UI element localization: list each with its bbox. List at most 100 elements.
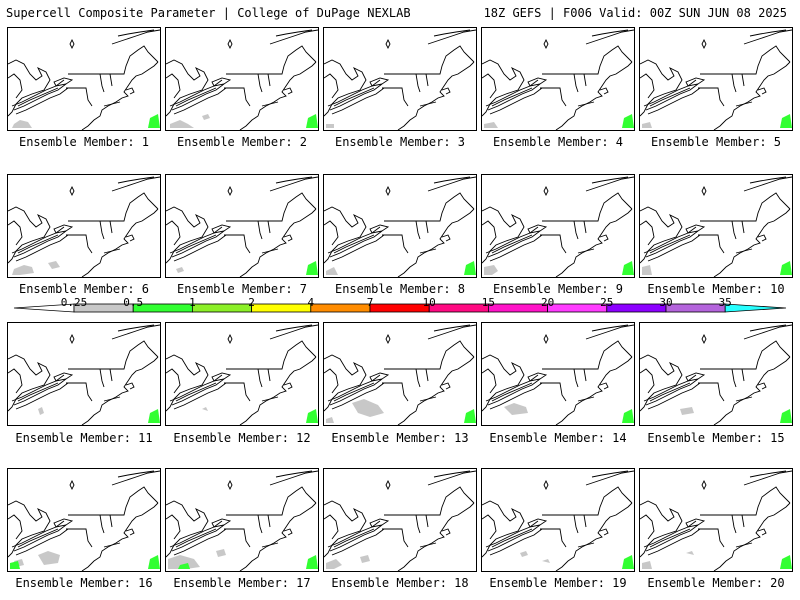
map-boundary-line [111,470,160,486]
map-boundary-line [15,528,69,556]
map-boundary-line [81,502,159,571]
map-svg [482,176,634,277]
map-boundary-line [643,226,697,254]
map-panel-12 [165,322,319,426]
scp-shading-gray [642,561,652,569]
map-boundary-line [324,59,367,117]
member-label-20: Ensemble Member: 20 [647,576,785,590]
map-boundary-line [331,382,385,410]
map-boundary-line [15,234,69,262]
map-boundary-line [53,372,74,382]
map-boundary-line [175,382,217,402]
map-boundary-line [433,29,471,37]
run-valid-time: 18Z GEFS | F006 Valid: 00Z SUN JUN 08 20… [483,6,787,20]
map-boundary-line [324,514,339,540]
map-boundary-line [109,514,113,528]
map-boundary-line [425,514,429,528]
map-boundary-line [261,248,279,254]
location-marker-icon [543,185,549,197]
map-boundary-line [743,470,792,486]
map-boundary-line [171,83,225,111]
map-boundary-line [329,524,383,552]
scp-shading-gray [326,124,334,128]
map-boundary-line [585,29,634,45]
location-marker-icon [227,333,233,345]
map-boundary-line [125,234,135,242]
map-boundary-line [741,368,745,382]
location-marker-icon [227,479,233,491]
scp-shading-gray [642,122,652,128]
scp-shading-gray [504,403,528,415]
map-boundary-line [269,470,318,486]
map-boundary-line [700,192,791,222]
map-boundary-line [166,59,209,117]
map-svg [324,470,476,571]
member-label-11: Ensemble Member: 11 [15,431,153,445]
map-boundary-line [382,528,409,548]
map-boundary-line [591,176,629,184]
map-boundary-line [166,220,181,246]
map-boundary-line [66,234,93,254]
map-boundary-line [415,220,421,240]
scp-shading-gray [48,261,60,269]
map-panel-9 [481,174,635,278]
map-boundary-line [527,224,548,234]
scp-shading-gray [12,120,32,128]
member-label-15: Ensemble Member: 15 [647,431,785,445]
map-boundary-line [485,374,539,402]
map-boundary-line [713,208,791,277]
map-boundary-line [441,234,451,242]
scp-shading-gray [326,267,338,275]
map-boundary-line [169,520,223,548]
member-label-18: Ensemble Member: 18 [331,576,469,590]
map-boundary-line [324,73,339,99]
scp-shading-green [622,409,634,423]
map-svg [166,176,318,277]
map-boundary-line [419,542,437,548]
scp-shading-gray [686,551,694,555]
color-bar-segment [547,303,608,313]
scp-shading-gray [542,559,550,563]
map-boundary-line [324,368,339,394]
map-boundary-line [397,61,475,130]
map-boundary-line [239,502,317,571]
map-boundary-line [324,500,367,558]
map-svg [482,324,634,425]
map-boundary-line [8,220,23,246]
color-scale-bar [13,303,787,313]
map-boundary-line [555,502,633,571]
map-boundary-line [267,368,271,382]
map-boundary-line [735,542,753,548]
scp-shading-gray [170,120,194,128]
map-boundary-line [757,234,767,242]
scp-shading-green [780,261,792,275]
map-boundary-line [731,514,737,534]
scp-shading-green [780,409,792,423]
color-bar-segment [251,303,312,313]
map-boundary-line [555,61,633,130]
map-boundary-line [171,230,225,258]
map-panel-19 [481,468,635,572]
map-boundary-line [700,340,791,370]
map-boundary-line [685,372,706,382]
color-bar-segment [369,303,430,313]
map-boundary-line [749,29,787,37]
map-boundary-line [257,368,263,388]
map-boundary-line [749,470,787,478]
map-boundary-line [171,524,225,552]
member-label-17: Ensemble Member: 17 [173,576,311,590]
map-boundary-line [482,354,525,412]
map-boundary-line [369,518,390,528]
map-boundary-line [81,61,159,130]
map-boundary-line [749,324,787,332]
member-label-13: Ensemble Member: 13 [331,431,469,445]
map-boundary-line [583,220,587,234]
scp-shading-gray [202,114,210,120]
map-boundary-line [257,220,263,240]
map-panel-18 [323,468,477,572]
page-title: Supercell Composite Parameter | College … [6,6,411,20]
member-label-12: Ensemble Member: 12 [173,431,311,445]
map-boundary-line [425,220,429,234]
map-boundary-line [415,368,421,388]
map-boundary-line [211,224,232,234]
